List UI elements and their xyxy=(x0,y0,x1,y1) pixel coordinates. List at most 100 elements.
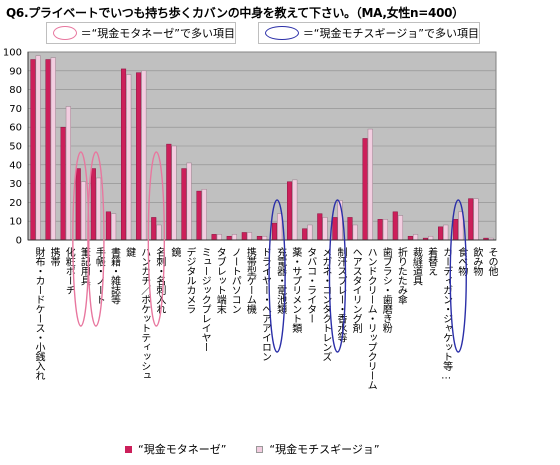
bar xyxy=(443,224,449,241)
x-category-label: タブレット端末 xyxy=(214,247,226,315)
x-category-label: 飲み物 xyxy=(471,246,483,277)
y-tick-label: 20 xyxy=(9,198,22,209)
series1-swatch xyxy=(125,445,132,453)
series2-swatch xyxy=(256,445,264,453)
bar xyxy=(271,222,278,241)
legend-pink-annotation: ＝“現金モタネーゼ”で多い項目 xyxy=(46,22,236,44)
bar xyxy=(95,177,102,241)
bar xyxy=(337,200,343,241)
bar xyxy=(30,59,36,241)
bar xyxy=(473,198,479,241)
legend-series2-label: “現金モチスギージョ” xyxy=(269,443,380,456)
blue-highlight-ellipse xyxy=(449,199,467,353)
bar xyxy=(166,143,172,241)
bar xyxy=(332,217,338,241)
blue-ellipse-icon xyxy=(265,26,299,40)
y-tick-label: 80 xyxy=(9,85,22,96)
bar xyxy=(80,181,86,241)
bar xyxy=(458,211,464,241)
bar xyxy=(60,126,66,241)
bar xyxy=(120,68,127,241)
bar xyxy=(407,235,413,241)
x-category-label: 着替え xyxy=(426,246,438,276)
x-category-label: 食べ物 xyxy=(456,246,468,277)
y-tick-label: 100 xyxy=(3,48,22,59)
bar xyxy=(352,224,358,241)
x-category-label: 書籍・雑誌等 xyxy=(109,246,121,305)
bar xyxy=(216,234,222,241)
bar xyxy=(277,213,283,241)
bar xyxy=(287,181,293,241)
bar xyxy=(151,217,157,241)
legend-series1-label: “現金モタネーゼ” xyxy=(138,443,227,456)
bar xyxy=(428,235,434,241)
x-category-label: 財布・カードケース・小銭入れ xyxy=(33,246,45,381)
bar xyxy=(90,168,96,241)
bar xyxy=(196,190,202,241)
bar xyxy=(292,179,298,241)
y-tick-label: 90 xyxy=(9,66,22,77)
pink-highlight-ellipse xyxy=(72,151,90,327)
bar xyxy=(377,219,383,241)
bar xyxy=(105,211,111,241)
legend-blue-annotation: ＝“現金モチスギージョ”で多い項目 xyxy=(258,22,480,44)
blue-highlight-ellipse xyxy=(328,199,347,353)
bar xyxy=(75,168,81,241)
x-category-label: 歯ブラシ・歯磨き粉 xyxy=(380,246,392,334)
bar xyxy=(111,213,117,241)
bar xyxy=(186,162,192,241)
x-category-label: ミュージックプレイヤー xyxy=(199,247,211,352)
bar xyxy=(35,55,41,241)
legend-item-series1: “現金モタネーゼ” xyxy=(125,441,226,457)
legend-item-series2: “現金モチスギージョ” xyxy=(256,441,380,457)
bar xyxy=(246,232,253,241)
bar xyxy=(367,128,373,241)
y-tick-label: 70 xyxy=(9,104,22,115)
x-category-label: 薬・サプリメント類 xyxy=(290,247,302,334)
bar xyxy=(307,224,313,241)
bar xyxy=(438,226,444,241)
bar xyxy=(241,232,247,241)
bar xyxy=(45,59,51,241)
bar xyxy=(201,188,207,241)
y-tick-label: 40 xyxy=(9,160,22,171)
bar xyxy=(136,72,142,241)
series-legend: “現金モタネーゼ” “現金モチスギージョ” xyxy=(125,441,380,457)
x-category-label: 携帯型ゲーム機 xyxy=(244,246,256,315)
bar xyxy=(468,198,474,241)
x-category-label: タバコ・ライター xyxy=(305,247,317,323)
pink-ellipse-icon xyxy=(53,26,77,40)
x-category-label: ヘアスタイリング剤 xyxy=(350,247,362,334)
x-category-label: 充電器・電池類 xyxy=(275,246,287,315)
bar xyxy=(362,138,368,241)
bar xyxy=(231,234,237,241)
bar xyxy=(171,145,177,241)
y-tick-label: 10 xyxy=(9,217,22,228)
bar xyxy=(392,211,398,241)
bar xyxy=(397,215,404,241)
x-category-label: ノートパソコン xyxy=(229,247,241,314)
bar xyxy=(382,219,388,241)
bar xyxy=(453,219,459,241)
chart-title: Q6.プライベートでいつも持ち歩くカバンの中身を教えて下さい。（MA,女性n=4… xyxy=(6,6,464,20)
x-category-label: デジタルカメラ xyxy=(184,246,196,314)
pink-annotation-label: ＝“現金モタネーゼ”で多い項目 xyxy=(80,27,235,40)
bar xyxy=(256,235,262,241)
bar xyxy=(126,74,132,241)
bar xyxy=(211,234,217,241)
bar xyxy=(50,57,56,241)
bar xyxy=(302,228,308,241)
bar xyxy=(347,217,353,241)
bar xyxy=(226,235,232,241)
bar xyxy=(141,70,147,241)
y-tick-label: 50 xyxy=(9,142,22,153)
y-tick-label: 30 xyxy=(9,179,22,190)
bar xyxy=(317,213,323,241)
x-category-label: 携帯 xyxy=(48,246,60,267)
y-tick-label: 60 xyxy=(9,123,22,134)
x-category-label: 鍵 xyxy=(124,246,136,258)
x-category-label: 筆記用具 xyxy=(78,246,90,287)
bar xyxy=(413,234,419,241)
blue-annotation-label: ＝“現金モチスギージョ”で多い項目 xyxy=(302,27,479,40)
